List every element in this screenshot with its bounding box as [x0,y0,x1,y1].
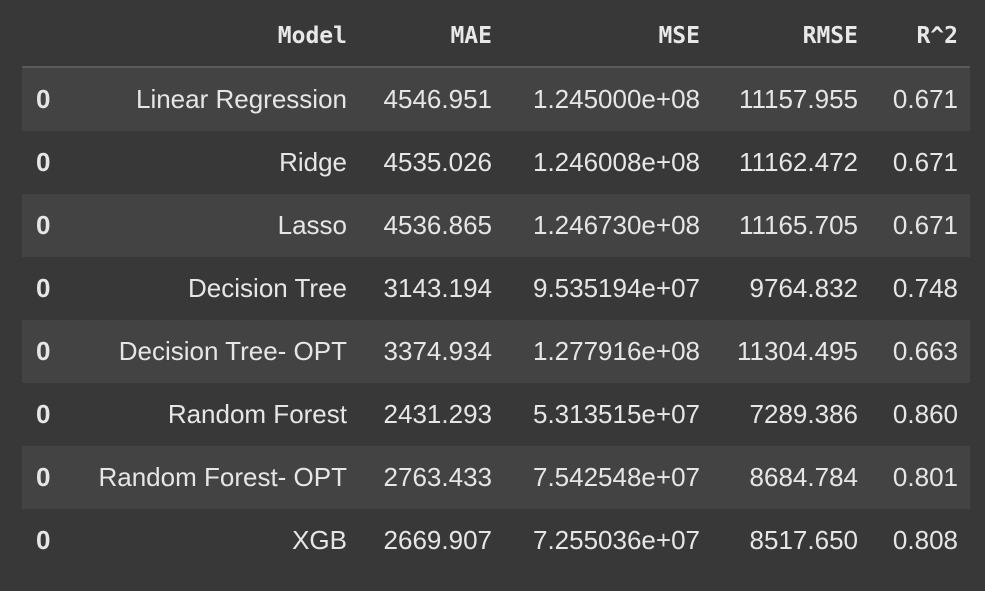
r2-cell: 0.748 [870,257,970,320]
rmse-cell: 11165.705 [712,194,870,257]
mse-cell: 5.313515e+07 [504,383,712,446]
rmse-cell: 11157.955 [712,67,870,131]
header-index [22,6,72,68]
header-rmse: RMSE [712,6,870,68]
model-cell: Random Forest [72,383,359,446]
mae-cell: 2763.433 [359,446,504,509]
model-cell: Random Forest- OPT [72,446,359,509]
model-cell: Lasso [72,194,359,257]
rmse-cell: 9764.832 [712,257,870,320]
results-table: Model MAE MSE RMSE R^2 0 Linear Regressio… [22,6,970,572]
r2-cell: 0.860 [870,383,970,446]
rmse-cell: 7289.386 [712,383,870,446]
table-row: 0 Ridge 4535.026 1.246008e+08 11162.472 0.671 [22,131,970,194]
mae-cell: 2669.907 [359,509,504,572]
header-r2: R^2 [870,6,970,68]
row-index-cell: 0 [22,320,72,383]
r2-cell: 0.671 [870,67,970,131]
mae-cell: 4535.026 [359,131,504,194]
mse-cell: 1.245000e+08 [504,67,712,131]
model-cell: Decision Tree [72,257,359,320]
table-row: 0 Decision Tree 3143.194 9.535194e+07 9764.8… [22,257,970,320]
header-mse: MSE [504,6,712,68]
model-cell: Ridge [72,131,359,194]
mse-cell: 1.246730e+08 [504,194,712,257]
r2-cell: 0.671 [870,131,970,194]
mae-cell: 3374.934 [359,320,504,383]
r2-cell: 0.801 [870,446,970,509]
row-index-cell: 0 [22,67,72,131]
model-cell: Decision Tree- OPT [72,320,359,383]
mae-cell: 3143.194 [359,257,504,320]
rmse-cell: 8517.650 [712,509,870,572]
mse-cell: 7.542548e+07 [504,446,712,509]
table-row: 0 Lasso 4536.865 1.246730e+08 11165.705 0.671 [22,194,970,257]
mse-cell: 7.255036e+07 [504,509,712,572]
row-index-cell: 0 [22,257,72,320]
r2-cell: 0.663 [870,320,970,383]
rmse-cell: 11304.495 [712,320,870,383]
table-row: 0 Random Forest- OPT 2763.433 7.542548e+07 8… [22,446,970,509]
dataframe-output: Model MAE MSE RMSE R^2 0 Linear Regressio… [22,6,970,572]
row-index-cell: 0 [22,383,72,446]
header-mae: MAE [359,6,504,68]
table-row: 0 Linear Regression 4546.951 1.245000e+08 11… [22,67,970,131]
row-index-cell: 0 [22,131,72,194]
header-row: Model MAE MSE RMSE R^2 [22,6,970,68]
r2-cell: 0.671 [870,194,970,257]
table-header: Model MAE MSE RMSE R^2 [22,6,970,68]
mse-cell: 1.246008e+08 [504,131,712,194]
rmse-cell: 8684.784 [712,446,870,509]
row-index-cell: 0 [22,509,72,572]
row-index-cell: 0 [22,446,72,509]
table-row: 0 Random Forest 2431.293 5.313515e+07 7289.3… [22,383,970,446]
header-model: Model [72,6,359,68]
row-index-cell: 0 [22,194,72,257]
model-cell: XGB [72,509,359,572]
mse-cell: 1.277916e+08 [504,320,712,383]
mae-cell: 4546.951 [359,67,504,131]
r2-cell: 0.808 [870,509,970,572]
model-cell: Linear Regression [72,67,359,131]
rmse-cell: 11162.472 [712,131,870,194]
table-row: 0 XGB 2669.907 7.255036e+07 8517.650 0.808 [22,509,970,572]
table-row: 0 Decision Tree- OPT 3374.934 1.277916e+08 1… [22,320,970,383]
table-body: 0 Linear Regression 4546.951 1.245000e+08 11… [22,67,970,572]
mae-cell: 4536.865 [359,194,504,257]
mse-cell: 9.535194e+07 [504,257,712,320]
mae-cell: 2431.293 [359,383,504,446]
